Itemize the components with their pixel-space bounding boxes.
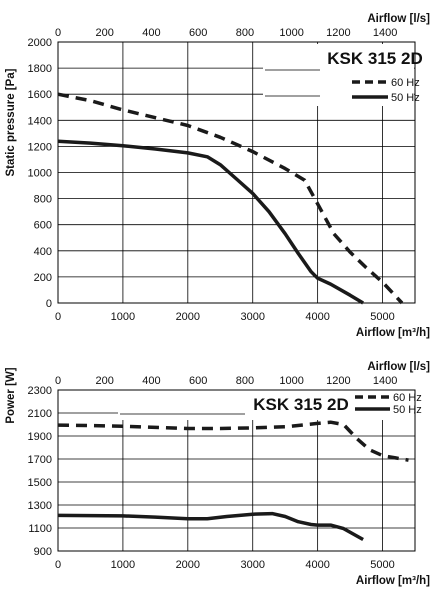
x2-tick-label: 1400 <box>373 27 397 39</box>
series-line-50-hz <box>57 139 365 305</box>
x2-tick-label: 600 <box>189 27 207 39</box>
series-line-60-hz <box>57 420 409 462</box>
x2-tick-label: 200 <box>96 27 114 39</box>
x2-tick-label: 1200 <box>326 375 350 387</box>
y-tick-label: 900 <box>34 546 52 558</box>
x-tick-label: 3000 <box>240 559 264 571</box>
y-tick-label: 1500 <box>28 477 52 489</box>
x2-tick-label: 1200 <box>326 27 350 39</box>
x2-tick-label: 400 <box>142 375 160 387</box>
x-axis-label: Airflow [m³/h] <box>356 575 430 587</box>
x-tick-label: 2000 <box>176 311 200 323</box>
x2-tick-label: 1000 <box>279 375 303 387</box>
x-tick-label: 1000 <box>111 559 135 571</box>
x-tick-label: 0 <box>55 559 61 571</box>
y-tick-label: 1700 <box>28 454 52 466</box>
y-tick-label: 1000 <box>28 168 52 180</box>
legend-label: 60 Hz <box>393 392 422 404</box>
y-tick-label: 400 <box>34 246 52 258</box>
y-tick-label: 1900 <box>28 431 52 443</box>
x2-tick-label: 0 <box>55 375 61 387</box>
y-tick-label: 600 <box>34 220 52 232</box>
x2-tick-label: 400 <box>142 27 160 39</box>
legend-label: 50 Hz <box>393 404 422 416</box>
x-tick-label: 0 <box>55 311 61 323</box>
x2-tick-label: 800 <box>236 27 254 39</box>
x-tick-label: 4000 <box>305 559 329 571</box>
plot-frame <box>57 41 416 304</box>
y-tick-label: 1300 <box>28 500 52 512</box>
series-line-60-hz <box>57 92 404 305</box>
x2-axis-label: Airflow [l/s] <box>367 361 430 373</box>
x2-tick-label: 1000 <box>279 27 303 39</box>
x-tick-label: 4000 <box>305 311 329 323</box>
x-tick-label: 1000 <box>111 311 135 323</box>
legend-label: 60 Hz <box>391 77 420 89</box>
y-tick-label: 1400 <box>28 115 52 127</box>
y-axis-label: Power [W] <box>5 367 17 423</box>
x2-tick-label: 0 <box>55 27 61 39</box>
x2-axis-label: Airflow [l/s] <box>367 13 430 25</box>
legend-background <box>118 390 414 420</box>
x-tick-label: 3000 <box>240 311 264 323</box>
x2-tick-label: 200 <box>96 375 114 387</box>
y-axis-label: Static pressure [Pa] <box>5 68 17 176</box>
y-tick-label: 1200 <box>28 141 52 153</box>
series-line-50-hz <box>57 511 364 542</box>
x2-tick-label: 800 <box>236 375 254 387</box>
x2-tick-label: 1400 <box>373 375 397 387</box>
y-tick-label: 2300 <box>28 385 52 397</box>
x-tick-label: 2000 <box>176 559 200 571</box>
legend-label: 50 Hz <box>391 92 420 104</box>
y-tick-label: 800 <box>34 194 52 206</box>
y-tick-label: 1600 <box>28 89 52 101</box>
x-tick-label: 5000 <box>370 311 394 323</box>
y-tick-label: 1800 <box>28 63 52 75</box>
x-axis-label: Airflow [m³/h] <box>356 327 430 339</box>
plot-frame <box>57 389 416 552</box>
y-tick-label: 200 <box>34 272 52 284</box>
y-tick-label: 1100 <box>28 523 52 535</box>
y-tick-label: 2000 <box>28 37 52 49</box>
x2-tick-label: 600 <box>189 375 207 387</box>
chart-title: KSK 315 2D <box>327 49 422 68</box>
y-tick-label: 2100 <box>28 408 52 420</box>
chart-title: KSK 315 2D <box>253 395 348 414</box>
x-tick-label: 5000 <box>370 559 394 571</box>
y-tick-label: 0 <box>46 298 52 310</box>
